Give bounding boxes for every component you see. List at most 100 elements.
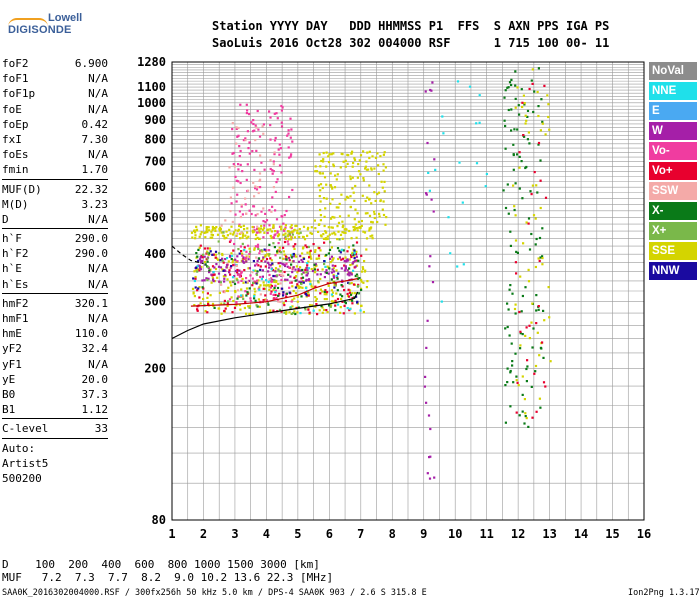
data-point-sse (283, 227, 286, 231)
data-point-sse (258, 305, 261, 308)
data-point-sse (241, 277, 244, 281)
parameter-row: B1 1.12 (2, 402, 108, 417)
parameter-row: 500200 (2, 471, 108, 486)
data-point-vo- (246, 130, 249, 133)
data-point-sse (355, 264, 359, 267)
data-point-w (199, 256, 202, 259)
data-point-sse (344, 165, 347, 168)
data-point-vo- (286, 134, 289, 137)
data-point-nne (346, 307, 349, 310)
data-point-sse (383, 180, 386, 183)
data-point-w (351, 262, 354, 265)
data-point-vo- (312, 243, 315, 246)
data-point-x- (248, 287, 251, 290)
data-point-mixed (511, 292, 514, 295)
data-point-sse (325, 293, 328, 296)
data-point-sse (303, 271, 306, 274)
data-point-mixed (539, 159, 542, 162)
data-point-vo- (226, 302, 229, 305)
data-point-mixed (475, 122, 478, 125)
data-point-w (282, 263, 286, 266)
data-point-x- (352, 244, 355, 247)
data-point-sse (294, 275, 298, 278)
data-point-sse (364, 212, 367, 215)
data-point-sse (231, 261, 234, 264)
data-point-sse (318, 223, 321, 226)
data-point-sse (364, 165, 367, 168)
parameter-value: 320.1 (74, 296, 108, 310)
y-tick-label: 500 (144, 210, 166, 224)
data-point-mixed (526, 138, 529, 141)
data-point-mixed (428, 189, 431, 192)
data-point-vo- (309, 249, 312, 252)
parameter-name: foEp (2, 117, 29, 131)
data-point-vo- (254, 214, 257, 217)
data-point-nnw (304, 292, 307, 295)
parameter-row: foEs N/A (2, 147, 108, 162)
data-point-x- (278, 238, 281, 241)
data-point-x- (297, 306, 300, 309)
y-tick-label: 1100 (137, 80, 166, 94)
data-point-sse (362, 179, 365, 182)
data-point-sse (301, 235, 305, 238)
data-point-sse (383, 151, 386, 154)
data-point-sse (307, 260, 310, 263)
data-point-x- (290, 256, 293, 259)
data-point-sse (325, 231, 328, 234)
data-point-nne (260, 277, 263, 281)
data-point-mixed (512, 381, 515, 384)
data-point-vo- (308, 311, 311, 314)
data-point-sse (290, 235, 293, 238)
data-point-sse (320, 235, 323, 238)
data-point-vo- (286, 240, 289, 243)
data-point-mixed (537, 305, 540, 308)
data-point-x- (277, 294, 280, 297)
data-point-x- (290, 312, 293, 315)
data-point-sse (207, 226, 210, 229)
data-point-nne (212, 271, 215, 274)
data-point-sse (346, 162, 349, 165)
data-point-ssw (273, 151, 276, 154)
data-point-w (224, 269, 227, 272)
data-point-sse (266, 253, 269, 256)
data-point-vo- (276, 178, 279, 181)
data-point-mixed (532, 214, 536, 217)
data-point-sse (368, 156, 371, 160)
data-point-sse (241, 295, 244, 298)
data-point-x- (268, 243, 271, 246)
data-point-w (354, 265, 357, 268)
data-point-vo- (289, 281, 292, 284)
parameter-name: foF1p (2, 87, 36, 101)
data-point-w (331, 264, 334, 267)
data-point-sse (235, 277, 238, 280)
data-point-sse (278, 246, 281, 249)
data-point-mixed (429, 255, 432, 258)
data-point-nnw (282, 294, 285, 297)
data-point-sse (363, 231, 367, 234)
data-point-vo- (276, 299, 280, 302)
data-point-sse (248, 305, 252, 308)
data-point-sse (382, 213, 386, 217)
data-point-vo- (343, 264, 346, 267)
data-point-sse (245, 312, 248, 315)
data-point-sse (280, 228, 283, 231)
legend: NoVal NNE E W Vo- Vo+ SSW X- X+ SSE NNW (649, 62, 697, 282)
data-point-sse (324, 237, 327, 240)
data-point-nnw (347, 281, 350, 284)
data-point-mixed (515, 379, 518, 382)
data-point-ssw (257, 191, 260, 195)
data-point-sse (232, 299, 235, 303)
data-point-vo- (272, 293, 275, 296)
data-point-mixed (535, 237, 538, 241)
data-point-sse (353, 218, 356, 221)
data-point-mixed (514, 312, 517, 315)
data-point-sse (357, 226, 360, 229)
data-point-vo- (277, 242, 280, 245)
data-point-sse (216, 233, 220, 236)
parameter-value: 33 (94, 422, 108, 436)
data-point-w (346, 269, 349, 272)
data-point-vo- (259, 275, 262, 279)
data-point-sse (205, 229, 208, 232)
data-point-ssw (220, 283, 223, 286)
data-point-mixed (539, 406, 542, 409)
